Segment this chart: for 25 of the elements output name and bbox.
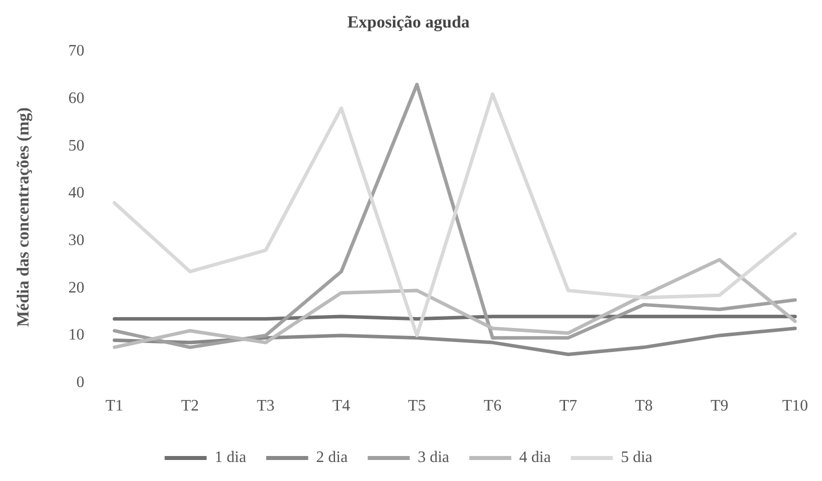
y-tick-label: 30	[68, 232, 84, 249]
x-tick-label: T1	[106, 398, 124, 415]
y-tick-label: 40	[68, 184, 84, 202]
x-tick-label: T10	[782, 398, 808, 415]
x-tick-label: T3	[256, 398, 275, 415]
y-axis-title: Média das concentrações (mg)	[14, 107, 33, 327]
x-tick-label: T7	[559, 398, 578, 415]
legend-label: 4 dia	[519, 449, 551, 466]
x-tick-label: T8	[634, 398, 653, 415]
x-tick-label: T5	[408, 398, 426, 415]
x-tick-label: T9	[710, 398, 728, 415]
y-tick-label: 70	[68, 42, 84, 60]
x-tick-label: T2	[181, 398, 199, 415]
chart-title: Exposição aguda	[347, 12, 470, 32]
legend-label: 2 dia	[316, 449, 348, 466]
y-tick-label: 0	[76, 374, 84, 392]
legend-label: 5 dia	[620, 449, 652, 466]
y-tick-label: 20	[68, 279, 84, 296]
y-tick-label: 50	[68, 137, 84, 154]
x-tick-label: T4	[332, 398, 350, 415]
x-tick-label: T6	[484, 398, 502, 415]
legend-label: 1 dia	[214, 449, 246, 466]
legend-label: 3 dia	[418, 449, 450, 466]
y-tick-label: 60	[68, 90, 84, 107]
y-tick-label: 10	[68, 326, 84, 344]
